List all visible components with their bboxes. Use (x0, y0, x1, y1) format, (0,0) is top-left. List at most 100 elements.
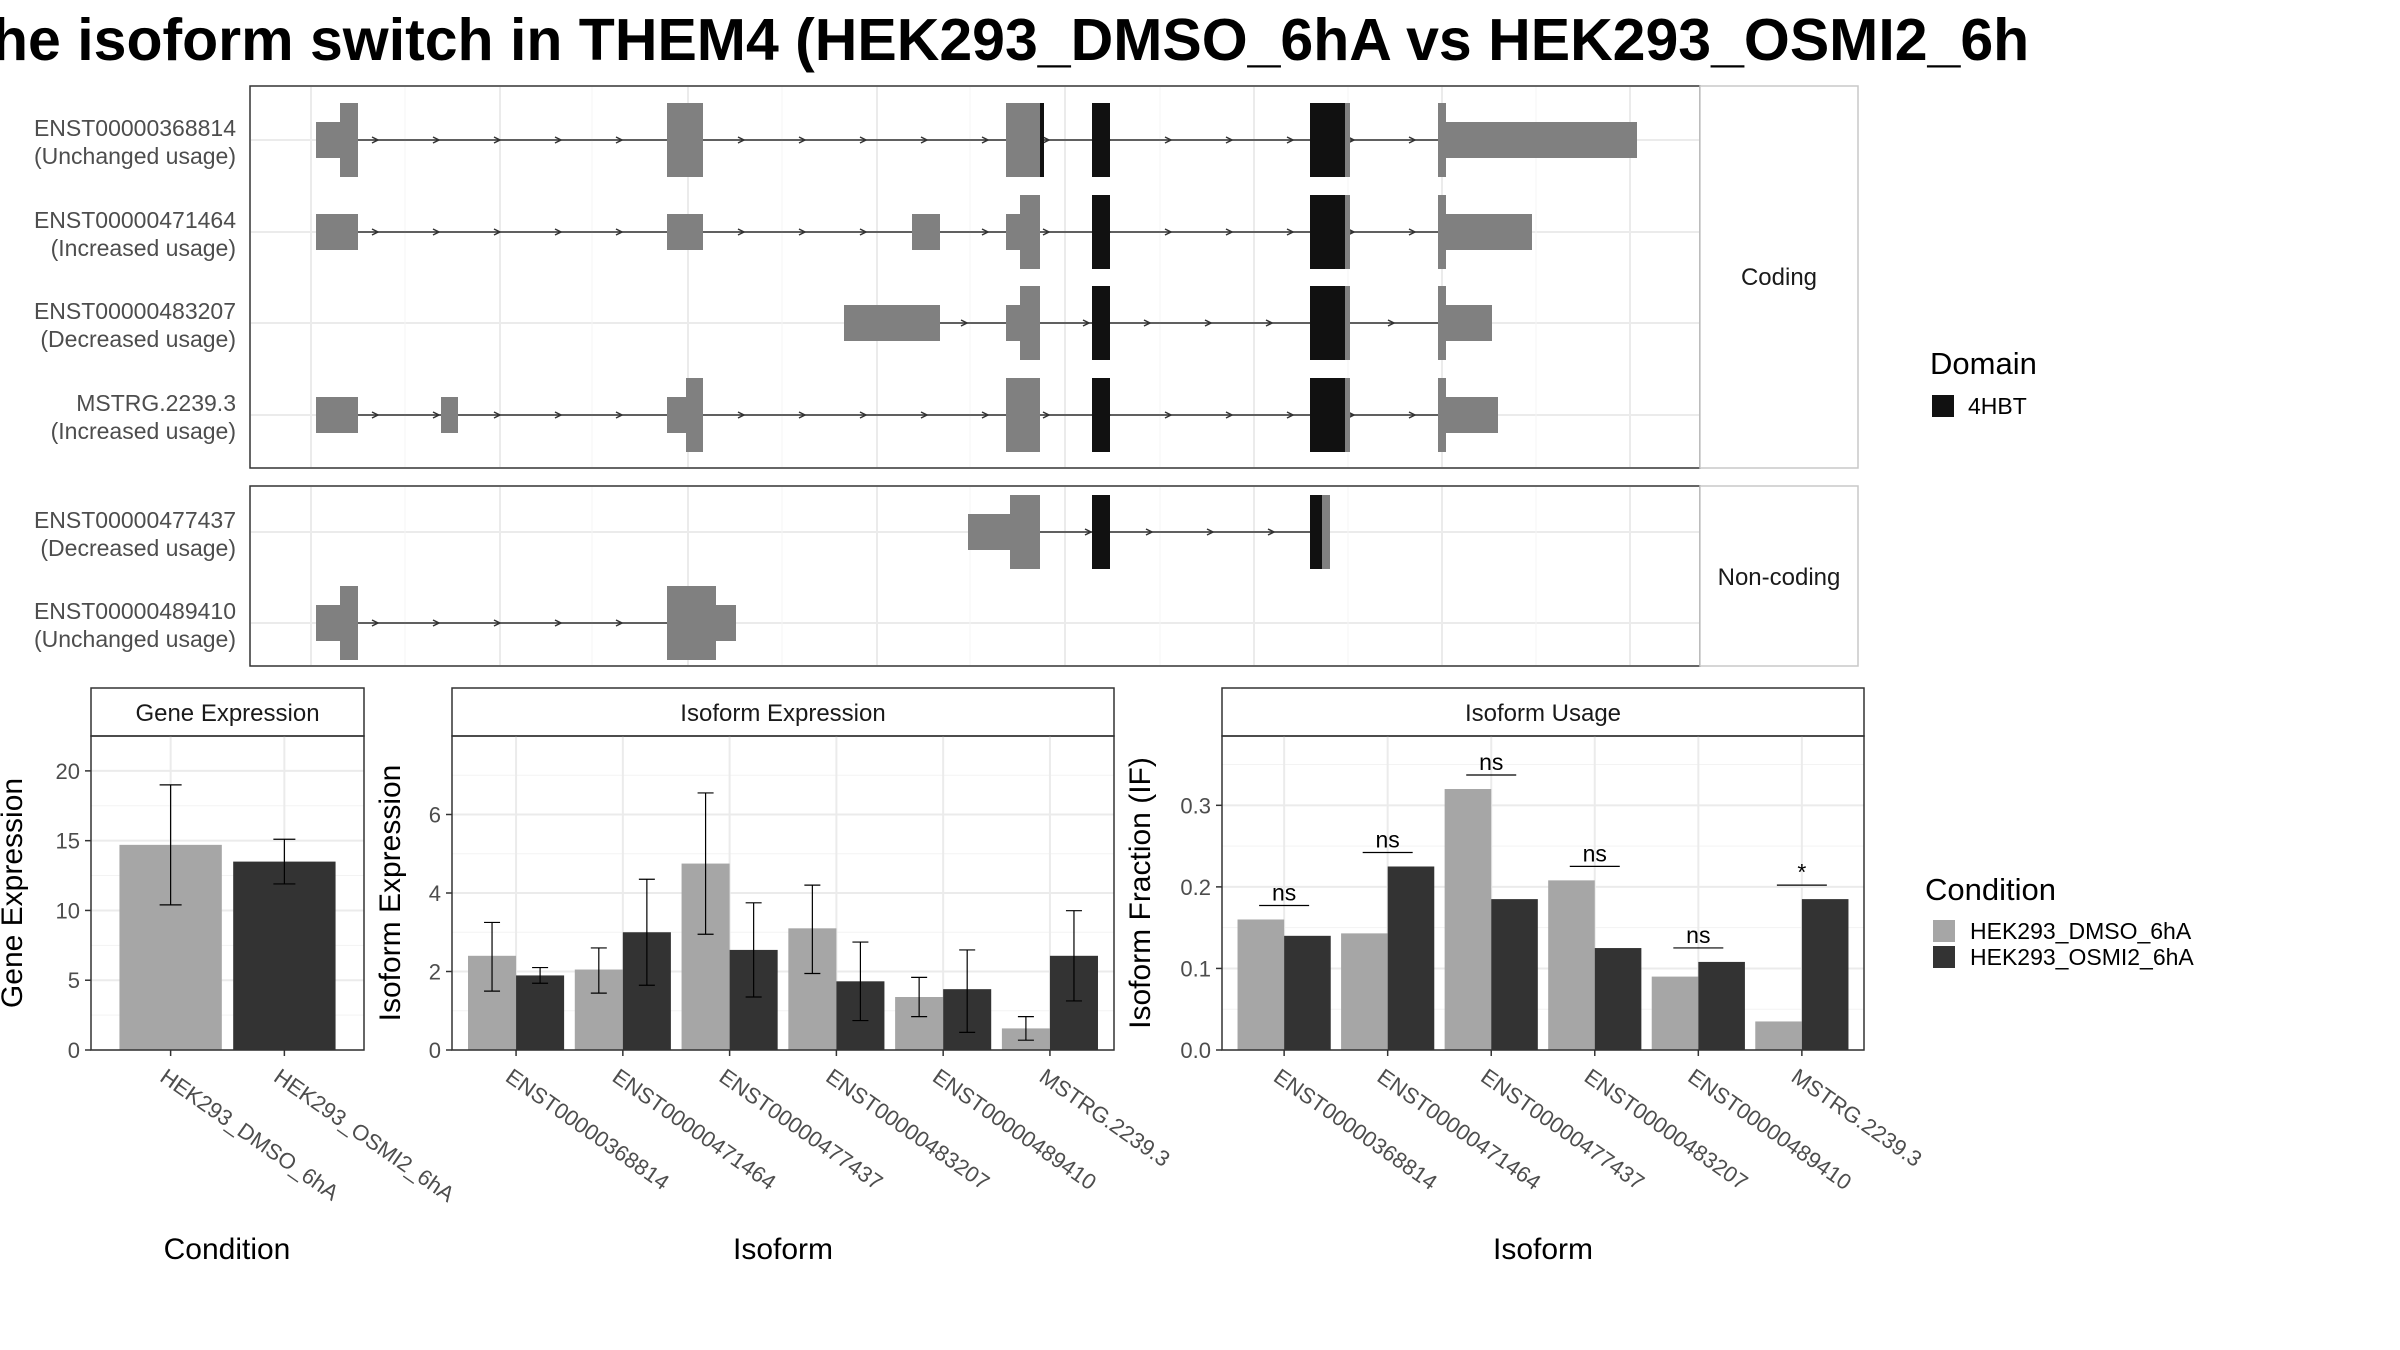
exon-block (316, 122, 340, 158)
exon-block (1438, 378, 1446, 452)
bar-ENST00000477437-osmi (1491, 899, 1538, 1050)
significance-label: ns (1583, 840, 1607, 866)
strand-arrow (1225, 411, 1234, 419)
domain-block-4hbt (1310, 286, 1345, 360)
strand-arrow (1164, 411, 1173, 419)
strand-arrow (432, 136, 441, 144)
transcript-structure-panel: Coding Non-coding ENST00000368814(Unchan… (34, 85, 1859, 667)
domain-block-4hbt (1310, 378, 1345, 452)
domain-legend-title: Domain (1930, 346, 2037, 381)
exon-block (1446, 305, 1492, 341)
strand-arrow (371, 619, 380, 627)
significance-label: * (1797, 859, 1806, 885)
bar-ENST00000368814-osmi (516, 975, 565, 1050)
strand-arrow (1145, 528, 1154, 536)
bar-ENST00000471464-dmso (1341, 933, 1388, 1050)
strand-arrow (1286, 136, 1295, 144)
strand-arrow (1164, 136, 1173, 144)
transcript-id-label: MSTRG.2239.3 (76, 390, 236, 416)
transcript-usage-label: (Unchanged usage) (34, 143, 236, 169)
exon-block (441, 397, 458, 433)
strand-arrow (615, 136, 624, 144)
strand-arrow (432, 619, 441, 627)
strand-arrow (859, 411, 868, 419)
strand-arrow (493, 228, 502, 236)
strand-arrow (737, 411, 746, 419)
strand-arrow (554, 228, 563, 236)
strand-arrow (1042, 411, 1051, 419)
transcript-usage-label: (Unchanged usage) (34, 626, 236, 652)
domain-block-4hbt (1092, 195, 1110, 269)
strand-arrow (981, 228, 990, 236)
y-axis-title: Isoform Expression (374, 765, 407, 1022)
transcript-track-0 (316, 103, 1637, 177)
strand-arrow (798, 228, 807, 236)
strand-arrow (493, 619, 502, 627)
y-tick-label: 0 (68, 1038, 80, 1063)
strand-arrow (1408, 136, 1417, 144)
transcript-usage-label: (Decreased usage) (40, 535, 236, 561)
exon-block (667, 586, 716, 660)
strand-arrow (737, 136, 746, 144)
plot-frame (90, 735, 365, 1051)
y-tick-label: 0 (429, 1038, 441, 1063)
exon-block (1010, 495, 1040, 569)
x-axis-title: Isoform (1493, 1233, 1593, 1266)
bar-MSTRG.2239.3-osmi (1801, 899, 1849, 1050)
strand-arrow (554, 619, 563, 627)
domain-block-4hbt (1310, 495, 1322, 569)
bar-ENST00000483207-osmi (1594, 948, 1642, 1050)
exon-block (1006, 214, 1020, 250)
domain-block-4hbt (1040, 103, 1044, 177)
bar-HEK293_OSMI2_6hA (233, 861, 336, 1050)
transcript-id-label: ENST00000471464 (34, 207, 236, 233)
strand-arrow (1265, 319, 1274, 327)
strand-arrow (493, 411, 502, 419)
strand-arrow (554, 411, 563, 419)
y-tick-label: 15 (56, 829, 80, 854)
transcript-usage-label: (Decreased usage) (40, 326, 236, 352)
condition-legend-title: Condition (1925, 872, 2056, 907)
exon-block (716, 605, 736, 641)
figure-title: he isoform switch in THEM4 (HEK293_DMSO_… (0, 7, 2029, 73)
condition-label-osmi: HEK293_OSMI2_6hA (1970, 944, 2194, 970)
bar-MSTRG.2239.3-dmso (1755, 1021, 1802, 1050)
strand-arrow (615, 228, 624, 236)
strand-arrow (1042, 136, 1051, 144)
transcript-track-4 (968, 495, 1330, 569)
strand-arrow (371, 228, 380, 236)
domain-block-4hbt (1310, 103, 1345, 177)
exon-block (1345, 103, 1350, 177)
y-tick-label: 20 (56, 759, 80, 784)
exon-block (1006, 378, 1040, 452)
coding-strip-label: Coding (1741, 264, 1817, 291)
exon-block (340, 586, 358, 660)
exon-block (667, 397, 686, 433)
exon-block (667, 214, 703, 250)
strand-arrow (798, 411, 807, 419)
strand-arrow (1225, 228, 1234, 236)
domain-block-4hbt (1092, 103, 1110, 177)
strand-arrow (1387, 319, 1396, 327)
strand-arrow (432, 411, 441, 419)
strand-arrow (1286, 411, 1295, 419)
domain-legend-label: 4HBT (1968, 393, 2027, 419)
y-tick-label: 4 (429, 881, 441, 906)
strand-arrow (1225, 136, 1234, 144)
strand-arrow (371, 411, 380, 419)
y-tick-label: 2 (429, 960, 441, 985)
exon-block (1006, 103, 1040, 177)
strand-arrow (859, 136, 868, 144)
transcript-usage-label: (Increased usage) (51, 235, 236, 261)
strand-arrow (960, 319, 969, 327)
exon-block (1446, 122, 1637, 158)
bar-ENST00000368814-dmso (1237, 919, 1285, 1050)
y-tick-label: 10 (56, 898, 80, 923)
isoform-expression-chart: Isoform Expression0246ENST00000368814ENS… (374, 687, 1175, 1266)
exon-block (667, 103, 703, 177)
domain-block-4hbt (1092, 378, 1110, 452)
exon-block (686, 378, 703, 452)
transcript-track-1 (316, 195, 1532, 269)
domain-legend-swatch (1932, 395, 1954, 417)
